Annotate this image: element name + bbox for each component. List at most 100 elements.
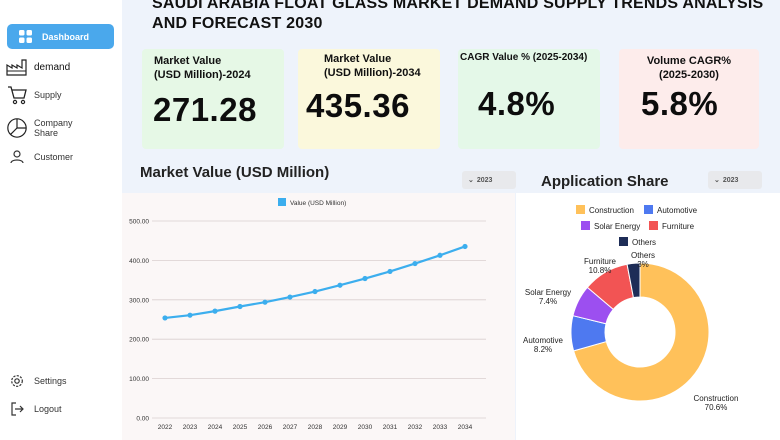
year-filter-value: 2023: [722, 176, 739, 184]
year-filter-dropdown[interactable]: ⌄ 2023: [708, 171, 762, 189]
data-point[interactable]: [187, 312, 193, 318]
donut-chart-panel: Construction Automotive Solar Energy Furnit…: [516, 193, 780, 440]
slice-value-label: 7.4%: [539, 297, 557, 306]
slice-label: Furniture: [584, 257, 617, 266]
data-point[interactable]: [362, 275, 368, 282]
legend-label[interactable]: Furniture: [662, 222, 695, 231]
x-tick-label: 2027: [283, 424, 298, 431]
kpi-label: Volume CAGR% (2025-2030): [646, 55, 732, 81]
data-point[interactable]: [387, 268, 393, 275]
year-filter-dropdown[interactable]: ⌄ 2023: [462, 171, 516, 189]
kpi-value: 271.28: [153, 91, 257, 128]
sidebar: Dashboard demand Supply Company Share Cu…: [0, 0, 122, 440]
x-tick-label: 2025: [233, 424, 248, 431]
sidebar-item-supply[interactable]: Supply: [6, 84, 62, 106]
y-tick-label: 500.00: [129, 219, 149, 226]
x-tick-label: 2032: [408, 424, 423, 431]
donut-chart: Construction Automotive Solar Energy Furnit…: [523, 205, 739, 412]
y-tick-label: 100.00: [129, 376, 149, 383]
y-tick-label: 300.00: [129, 297, 149, 304]
legend-label[interactable]: Construction: [589, 206, 634, 215]
factory-icon: [6, 58, 28, 76]
x-tick-label: 2029: [333, 424, 348, 431]
sidebar-item-label: demand: [34, 61, 71, 73]
kpi-value: 5.8%: [641, 85, 719, 122]
legend-swatch: [581, 221, 590, 230]
logout-icon: [6, 402, 28, 416]
slice-value-label: 70.6%: [705, 403, 728, 412]
gear-icon: [6, 374, 28, 388]
kpi-card-market-value-2024: Market Value (USD Million)-2024 271.28: [142, 49, 284, 149]
legend-label: Value (USD Million): [290, 200, 346, 207]
line-chart: Value (USD Million) 0.00 100.00 200.00 300.0…: [129, 198, 486, 431]
sidebar-item-logout[interactable]: Logout: [6, 402, 62, 416]
page-title: SAUDI ARABIA FLOAT GLASS MARKET DEMAND S…: [152, 0, 764, 32]
cart-icon: [6, 84, 28, 106]
legend-label[interactable]: Others: [632, 238, 656, 247]
x-tick-label: 2031: [383, 424, 398, 431]
sidebar-item-settings[interactable]: Settings: [6, 374, 67, 388]
user-icon: [6, 150, 28, 164]
legend-swatch: [619, 237, 628, 246]
sidebar-item-label: Customer: [34, 152, 74, 162]
data-point[interactable]: [237, 303, 243, 310]
sidebar-item-dashboard[interactable]: Dashboard: [7, 24, 114, 49]
sidebar-item-customer[interactable]: Customer: [6, 150, 73, 164]
slice-label: Construction: [694, 394, 739, 403]
series-line: [164, 245, 466, 320]
legend-swatch: [576, 205, 585, 214]
kpi-card-market-value-2034: Market Value (USD Million)-2034 435.36: [298, 49, 440, 149]
kpi-label: CAGR Value % (2025-2034): [460, 52, 588, 63]
data-point[interactable]: [162, 315, 168, 321]
line-chart-panel: Value (USD Million) 0.00 100.00 200.00 300.0…: [122, 193, 515, 440]
sidebar-item-label: Logout: [34, 404, 62, 414]
legend-label[interactable]: Automotive: [657, 206, 698, 215]
sidebar-item-label: Supply: [34, 90, 62, 100]
pie-slice-others[interactable]: [626, 262, 641, 299]
kpi-card-cagr-value: CAGR Value % (2025-2034) 4.8%: [458, 49, 600, 149]
data-point[interactable]: [337, 282, 343, 288]
legend-label[interactable]: Solar Energy: [594, 222, 640, 231]
chevron-down-icon: ⌄: [714, 177, 720, 184]
sidebar-item-label: Dashboard: [42, 31, 90, 42]
slice-value-label: 3%: [637, 260, 649, 269]
sidebar-item-label: Settings: [34, 376, 67, 386]
data-point[interactable]: [462, 243, 468, 250]
x-tick-label: 2034: [458, 424, 473, 431]
main-content: SAUDI ARABIA FLOAT GLASS MARKET DEMAND S…: [122, 0, 780, 440]
pie-slice-construction[interactable]: [573, 262, 710, 402]
data-point[interactable]: [437, 252, 443, 258]
sidebar-item-demand[interactable]: demand: [6, 58, 70, 76]
y-tick-label: 400.00: [129, 258, 149, 265]
data-point[interactable]: [212, 308, 218, 314]
kpi-value: 435.36: [306, 87, 410, 124]
line-chart-title: Market Value (USD Million): [140, 164, 330, 181]
sidebar-item-label: Company Share: [34, 118, 73, 138]
x-tick-label: 2030: [358, 424, 373, 431]
x-tick-label: 2033: [433, 424, 448, 431]
data-point[interactable]: [312, 288, 318, 295]
x-tick-label: 2022: [158, 424, 173, 431]
pie-icon: [6, 116, 28, 140]
kpi-value: 4.8%: [478, 85, 556, 122]
chevron-down-icon: ⌄: [468, 177, 474, 184]
kpi-card-volume-cagr: Volume CAGR% (2025-2030) 5.8%: [619, 49, 759, 149]
x-tick-label: 2028: [308, 424, 323, 431]
legend-swatch: [649, 221, 658, 230]
legend-swatch: [644, 205, 653, 214]
data-point[interactable]: [287, 294, 293, 300]
sidebar-item-company-share[interactable]: Company Share: [6, 116, 73, 140]
y-tick-label: 0.00: [136, 416, 149, 423]
kpi-label: Market Value (USD Million)-2024: [154, 55, 251, 81]
x-tick-label: 2026: [258, 424, 273, 431]
data-point[interactable]: [412, 260, 418, 267]
data-point[interactable]: [262, 299, 268, 305]
donut-chart-title: Application Share: [541, 173, 669, 190]
slice-value-label: 10.8%: [589, 266, 612, 275]
kpi-label: Market Value (USD Million)-2034: [324, 53, 421, 79]
x-tick-label: 2024: [208, 424, 223, 431]
x-tick-label: 2023: [183, 424, 198, 431]
slice-label: Automotive: [523, 336, 564, 345]
slice-label: Solar Energy: [525, 288, 571, 297]
y-tick-label: 200.00: [129, 337, 149, 344]
